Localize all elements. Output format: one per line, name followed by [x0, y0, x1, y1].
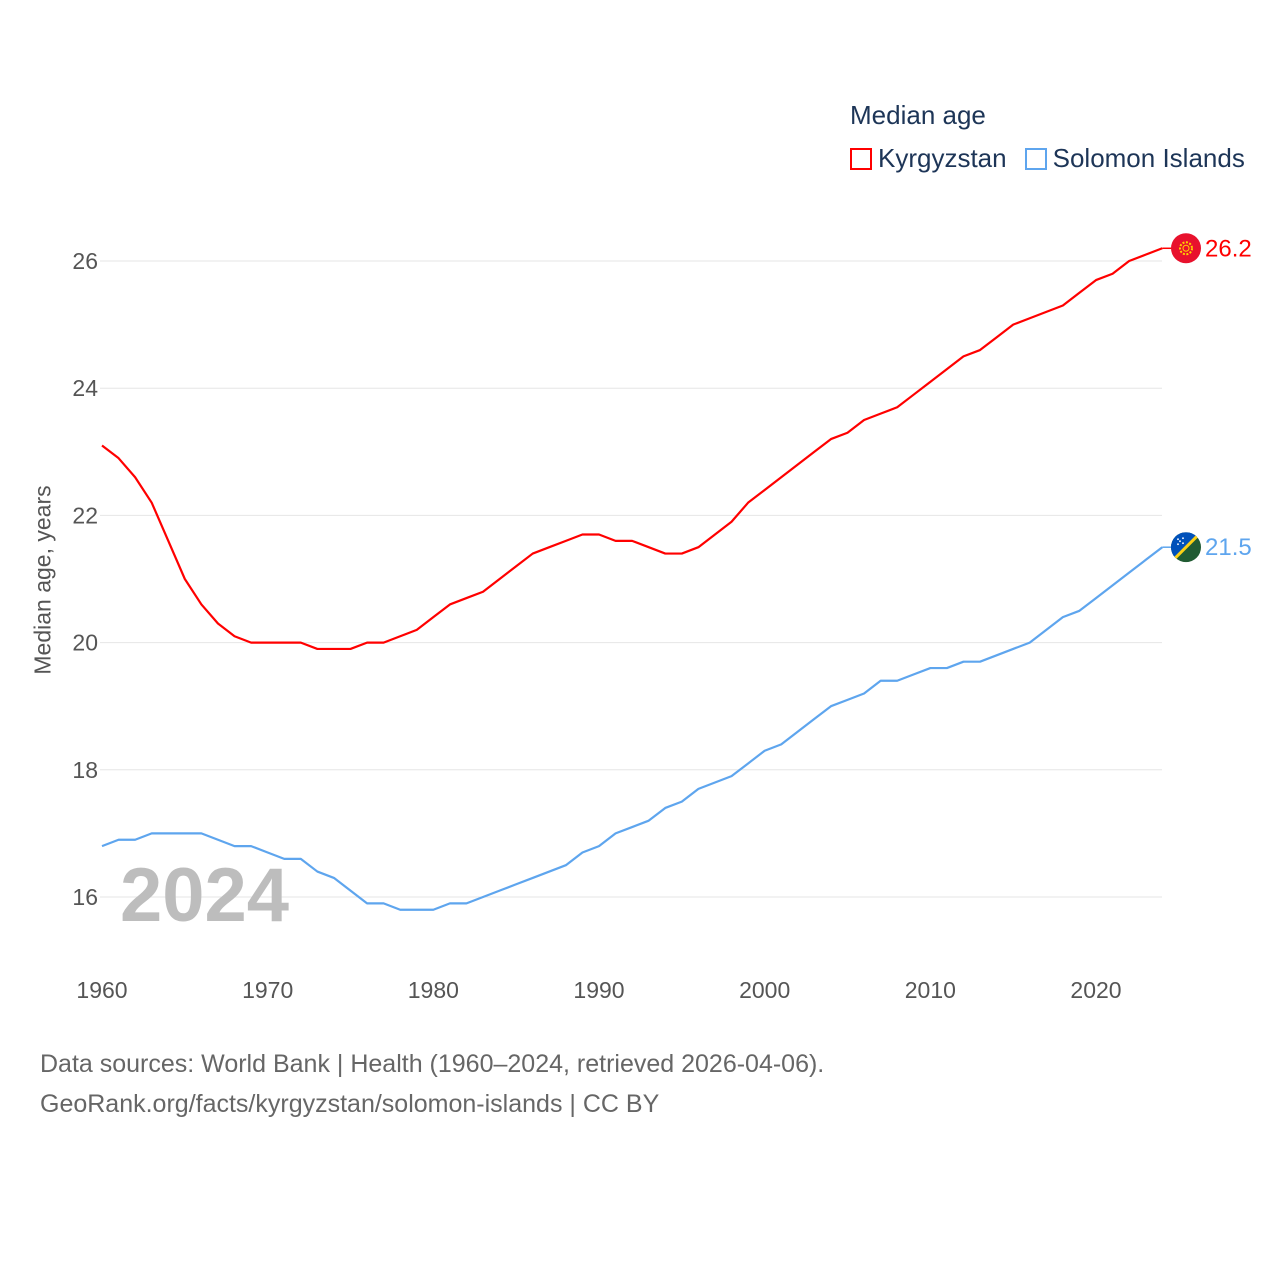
end-value-label: 26.2 — [1205, 235, 1252, 262]
series-line-kyrgyzstan — [101, 247, 1163, 651]
flag-star — [1182, 537, 1184, 540]
y-tick-label: 20 — [72, 630, 98, 656]
flag-sun — [1179, 241, 1193, 256]
y-tick-label: 22 — [72, 502, 98, 528]
end-value-label: 21.5 — [1205, 534, 1252, 561]
legend-label: Solomon Islands — [1052, 143, 1245, 173]
legend-item-kyrgyzstan[interactable]: Kyrgyzstan — [850, 143, 1007, 174]
x-tick-label: 1960 — [76, 977, 127, 1003]
x-tick-label: 1980 — [408, 977, 459, 1003]
footer-attribution: GeoRank.org/facts/kyrgyzstan/solomon-isl… — [40, 1090, 660, 1118]
x-tick-label: 1970 — [242, 977, 293, 1003]
footer: Data sources: World Bank | Health (1960–… — [40, 1044, 824, 1124]
legend-title: Median age — [850, 100, 986, 130]
flag-stripe — [1171, 532, 1201, 563]
legend: Kyrgyzstan Solomon Islands — [850, 143, 1245, 174]
flag-star — [1179, 540, 1181, 543]
flag-star — [1177, 543, 1179, 546]
y-tick-label: 26 — [72, 248, 98, 274]
x-tick-label: 2000 — [739, 977, 790, 1003]
kyrgyzstan-flag-icon — [1171, 233, 1201, 264]
flag-body — [1171, 532, 1201, 563]
footer-sources: Data sources: World Bank | Health (1960–… — [40, 1050, 825, 1078]
flag-sun-center — [1182, 244, 1190, 252]
series-line-solomon-islands — [101, 546, 1163, 911]
y-tick-label: 24 — [72, 375, 98, 401]
legend-label: Kyrgyzstan — [878, 143, 1007, 173]
current-year-watermark: 2024 — [120, 853, 290, 938]
solomon-islands-flag-icon — [1171, 532, 1201, 563]
flag-star — [1177, 538, 1179, 541]
y-tick-label: 18 — [72, 757, 98, 783]
x-tick-label: 2020 — [1070, 977, 1121, 1003]
x-tick-label: 2010 — [905, 977, 956, 1003]
x-tick-label: 1990 — [573, 977, 624, 1003]
flag-star — [1182, 542, 1184, 545]
legend-swatch — [850, 147, 872, 170]
y-tick-label: 16 — [72, 884, 98, 910]
legend-swatch — [1024, 147, 1047, 170]
legend-item-solomon-islands[interactable]: Solomon Islands — [1024, 143, 1245, 174]
